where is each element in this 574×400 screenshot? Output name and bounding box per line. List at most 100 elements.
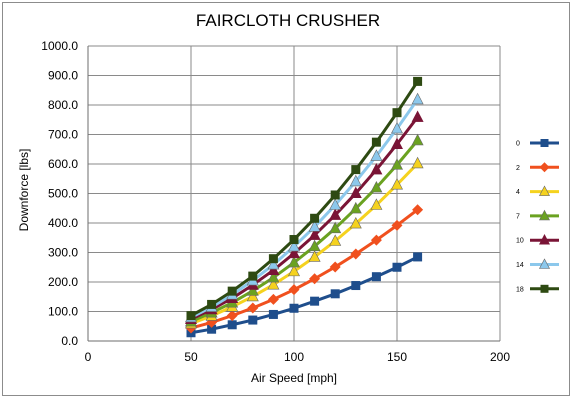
data-point bbox=[349, 186, 362, 199]
y-tick-label: 400.0 bbox=[48, 216, 78, 230]
legend-item: 0 bbox=[516, 139, 559, 148]
data-point bbox=[391, 178, 403, 190]
series-2 bbox=[185, 204, 424, 334]
data-point bbox=[246, 289, 259, 302]
y-axis-label: Downforce [lbs] bbox=[17, 149, 31, 232]
data-point bbox=[413, 252, 423, 262]
data-point bbox=[349, 201, 362, 214]
legend-item: 2 bbox=[516, 162, 559, 173]
x-tick-labels: 0 50 100 150 200 bbox=[85, 350, 511, 364]
y-tick-label: 300.0 bbox=[48, 246, 78, 260]
data-point bbox=[288, 246, 300, 259]
data-point bbox=[330, 190, 340, 200]
y-tick-label: 600.0 bbox=[48, 157, 78, 171]
data-point bbox=[411, 133, 424, 146]
data-point bbox=[350, 248, 362, 260]
gridlines bbox=[87, 45, 501, 342]
data-point bbox=[411, 156, 424, 169]
data-point bbox=[412, 204, 424, 216]
data-point bbox=[267, 263, 280, 276]
data-point bbox=[392, 262, 402, 272]
data-point bbox=[288, 255, 300, 268]
legend-label: 4 bbox=[516, 189, 520, 196]
y-tick-label: 1000.0 bbox=[41, 39, 78, 53]
legend-item: 14 bbox=[516, 258, 559, 269]
chart-frame bbox=[2, 2, 570, 396]
x-tick-label: 100 bbox=[284, 350, 304, 364]
data-point bbox=[267, 278, 280, 290]
data-point bbox=[207, 299, 217, 309]
data-point bbox=[248, 271, 258, 281]
data-point bbox=[391, 219, 403, 231]
legend-marker bbox=[539, 162, 550, 173]
x-axis-label: Air Speed [mph] bbox=[251, 371, 337, 385]
data-point bbox=[351, 165, 361, 175]
y-tick-label: 900.0 bbox=[48, 69, 78, 83]
legend-marker bbox=[539, 209, 550, 221]
data-point bbox=[391, 158, 403, 170]
legend-label: 18 bbox=[516, 286, 524, 293]
data-point bbox=[268, 309, 278, 319]
data-point bbox=[227, 286, 237, 296]
data-point bbox=[370, 180, 383, 193]
legend-item: 4 bbox=[516, 185, 559, 196]
data-point bbox=[226, 310, 238, 322]
data-point bbox=[329, 221, 342, 234]
axes bbox=[87, 46, 500, 342]
data-point bbox=[288, 284, 300, 296]
data-point bbox=[186, 311, 196, 321]
data-point bbox=[411, 110, 424, 122]
data-point bbox=[413, 76, 423, 86]
legend-marker bbox=[539, 258, 550, 269]
data-point bbox=[391, 137, 403, 150]
data-point bbox=[267, 257, 280, 270]
x-tick-label: 50 bbox=[184, 350, 198, 364]
data-point bbox=[370, 198, 383, 210]
data-point bbox=[288, 239, 300, 252]
legend-marker bbox=[539, 185, 550, 196]
series-group bbox=[185, 76, 424, 338]
legend-marker bbox=[539, 234, 550, 245]
x-tick-label: 0 bbox=[85, 350, 92, 364]
data-point bbox=[329, 234, 342, 246]
data-point bbox=[370, 149, 383, 161]
series-7 bbox=[185, 133, 424, 327]
data-point bbox=[310, 296, 320, 306]
data-point bbox=[411, 92, 424, 105]
data-point bbox=[371, 272, 381, 282]
data-point bbox=[310, 213, 320, 223]
data-point bbox=[289, 235, 299, 245]
legend-label: 10 bbox=[516, 238, 524, 245]
data-point bbox=[247, 302, 259, 314]
legend-label: 14 bbox=[516, 262, 524, 269]
legend-label: 7 bbox=[516, 213, 520, 220]
legend-label: 2 bbox=[516, 165, 520, 172]
data-point bbox=[370, 162, 383, 175]
legend: 0 2 4 7 10 14 18 bbox=[516, 139, 559, 293]
legend-marker bbox=[540, 139, 549, 147]
data-point bbox=[392, 108, 402, 118]
y-tick-label: 700.0 bbox=[48, 128, 78, 142]
chart-title: FAIRCLOTH CRUSHER bbox=[196, 11, 380, 30]
data-point bbox=[308, 228, 321, 240]
x-tick-label: 200 bbox=[490, 350, 510, 364]
data-point bbox=[288, 264, 300, 277]
data-point bbox=[329, 261, 341, 273]
data-point bbox=[329, 198, 342, 210]
data-point bbox=[289, 303, 299, 313]
data-point bbox=[308, 239, 321, 252]
series-0 bbox=[186, 252, 423, 338]
data-point bbox=[308, 250, 321, 262]
data-point bbox=[227, 320, 237, 330]
legend-label: 0 bbox=[516, 141, 520, 148]
x-tick-label: 150 bbox=[387, 350, 407, 364]
data-point bbox=[268, 254, 278, 264]
y-tick-label: 200.0 bbox=[48, 275, 78, 289]
legend-marker bbox=[540, 284, 549, 293]
data-point bbox=[308, 220, 321, 232]
data-point bbox=[391, 121, 403, 134]
y-tick-label: 500.0 bbox=[48, 187, 78, 201]
y-tick-labels: 0.0 100.0 200.0 300.0 400.0 500.0 600.0 700.0 80… bbox=[41, 39, 78, 348]
data-point bbox=[349, 174, 362, 187]
